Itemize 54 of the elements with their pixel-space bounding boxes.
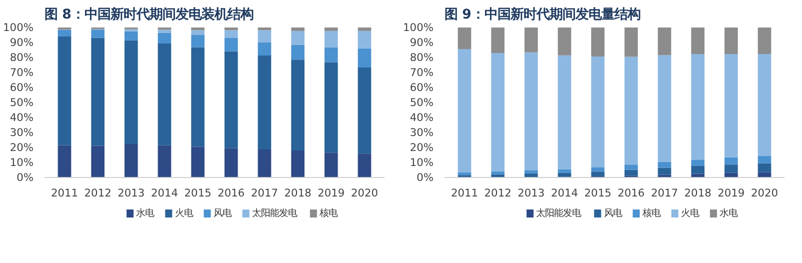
x-tick-label: 2016 <box>218 186 245 200</box>
x-tick-label: 2015 <box>184 186 212 200</box>
y-tick-label: 70% <box>410 66 434 79</box>
y-tick-label: 20% <box>410 141 434 154</box>
legend-label: 火电 <box>174 208 193 219</box>
y-tick-label: 60% <box>10 81 34 94</box>
legend-label: 水电 <box>136 208 154 219</box>
y-tick-label: 70% <box>10 66 34 79</box>
y-tick-label: 90% <box>10 36 34 49</box>
x-tick-label: 2018 <box>684 186 712 200</box>
legend-label: 水电 <box>720 208 738 219</box>
x-tick-label: 2018 <box>284 186 312 200</box>
x-tick-label: 2014 <box>150 186 178 200</box>
x-tick-label: 2016 <box>618 186 645 200</box>
legend-label: 核电 <box>318 208 338 219</box>
x-tick-label: 2014 <box>550 186 578 200</box>
y-tick-label: 80% <box>10 51 34 64</box>
x-tick-label: 2017 <box>250 186 278 200</box>
x-tick-label: 2013 <box>118 186 145 200</box>
x-tick-label: 2019 <box>318 186 345 200</box>
y-tick-label: 50% <box>10 96 34 109</box>
x-tick-label: 2015 <box>584 186 612 200</box>
y-tick-label: 10% <box>10 156 34 169</box>
y-tick-label: 0% <box>416 171 434 184</box>
x-tick-label: 2012 <box>484 186 512 200</box>
x-tick-label: 2020 <box>350 186 378 200</box>
y-tick-label: 30% <box>10 126 34 139</box>
x-tick-label: 2011 <box>50 186 78 200</box>
y-tick-label: 10% <box>410 156 434 169</box>
y-tick-label: 100% <box>403 21 434 34</box>
y-tick-label: 100% <box>3 21 34 34</box>
chart-title: 图 9：中国新时代期间发电量结构 <box>444 6 640 22</box>
y-tick-label: 40% <box>10 111 34 124</box>
y-tick-label: 50% <box>410 96 434 109</box>
legend-label: 核电 <box>641 208 660 219</box>
y-tick-label: 0% <box>16 171 34 184</box>
y-tick-label: 20% <box>10 141 34 154</box>
y-tick-label: 60% <box>410 81 434 94</box>
y-tick-label: 30% <box>410 126 434 139</box>
chart-title: 图 8：中国新时代期间发电装机结构 <box>44 6 254 22</box>
legend-label: 火电 <box>680 208 699 219</box>
x-tick-label: 2013 <box>518 186 545 200</box>
legend-label: 风电 <box>604 208 622 219</box>
x-tick-label: 2019 <box>718 186 745 200</box>
x-tick-label: 2012 <box>84 186 112 200</box>
legend-label: 太阳能发电 <box>536 208 582 219</box>
y-tick-label: 40% <box>410 111 434 124</box>
x-tick-label: 2020 <box>750 186 778 200</box>
legend-label: 风电 <box>213 208 232 219</box>
y-tick-label: 90% <box>410 36 434 49</box>
x-tick-label: 2017 <box>650 186 678 200</box>
x-tick-label: 2011 <box>450 186 478 200</box>
y-tick-label: 80% <box>410 51 434 64</box>
legend-label: 太阳能发电 <box>252 208 298 219</box>
